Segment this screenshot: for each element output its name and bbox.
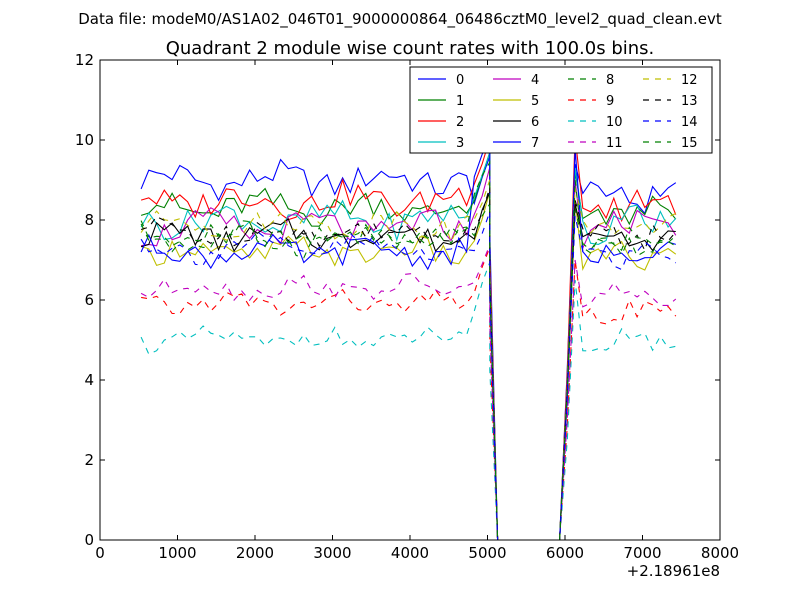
y-tick-label: 10 (75, 131, 94, 149)
series-line-7 (140, 135, 676, 540)
series-line-9 (141, 247, 677, 540)
x-tick-label: 2000 (236, 544, 274, 562)
x-tick-label: 0 (95, 544, 105, 562)
chart-title: Quadrant 2 module wise count rates with … (166, 38, 655, 59)
series-layer (140, 135, 677, 540)
series-line-3 (140, 152, 677, 540)
series-line-11 (140, 244, 677, 540)
x-tick-label: 6000 (546, 544, 584, 562)
x-tick-label: 8000 (701, 544, 739, 562)
legend-label-14: 14 (681, 115, 698, 130)
series-line-10 (140, 262, 676, 540)
legend-label-4: 4 (531, 73, 539, 88)
x-tick-label: 5000 (468, 544, 506, 562)
y-tick-label: 4 (84, 371, 94, 389)
y-tick-label: 8 (84, 211, 94, 229)
legend-label-1: 1 (456, 94, 464, 109)
y-tick-label: 2 (84, 451, 94, 469)
x-tick-label: 4000 (391, 544, 429, 562)
series-line-15 (140, 160, 677, 540)
legend-label-0: 0 (456, 73, 464, 88)
series-line-5 (140, 191, 677, 540)
legend-label-6: 6 (531, 115, 539, 130)
legend-label-12: 12 (681, 73, 698, 88)
legend-label-15: 15 (681, 136, 698, 151)
series-line-6 (140, 191, 676, 540)
x-tick-label: 3000 (313, 544, 351, 562)
series-line-2 (140, 135, 677, 540)
legend-label-13: 13 (681, 94, 698, 109)
series-line-0 (140, 156, 677, 540)
legend-label-2: 2 (456, 115, 464, 130)
ticks-layer: 0 1000 2000 3000 4000 5000 6000 7000 80000246810… (75, 51, 739, 580)
legend-label-8: 8 (606, 73, 614, 88)
plot-frame (99, 59, 721, 541)
y-tick-label: 0 (84, 531, 94, 549)
y-tick-label: 6 (84, 291, 94, 309)
x-offset-label: +2.18961e8 (627, 562, 720, 580)
legend-label-11: 11 (606, 136, 623, 151)
x-tick-label: 1000 (158, 544, 196, 562)
figure-suptitle: Data file: modeM0/AS1A02_046T01_90000008… (78, 10, 722, 29)
series-line-1 (140, 152, 677, 540)
legend-label-9: 9 (606, 94, 614, 109)
legend-box (409, 66, 713, 154)
legend-label-7: 7 (531, 136, 539, 151)
y-tick-label: 12 (75, 51, 94, 69)
legend-label-3: 3 (456, 136, 464, 151)
series-line-14 (140, 211, 677, 540)
series-line-4 (141, 167, 677, 540)
legend-label-10: 10 (606, 115, 623, 130)
x-tick-label: 7000 (623, 544, 661, 562)
series-line-12 (140, 179, 677, 540)
legend-label-5: 5 (531, 94, 539, 109)
